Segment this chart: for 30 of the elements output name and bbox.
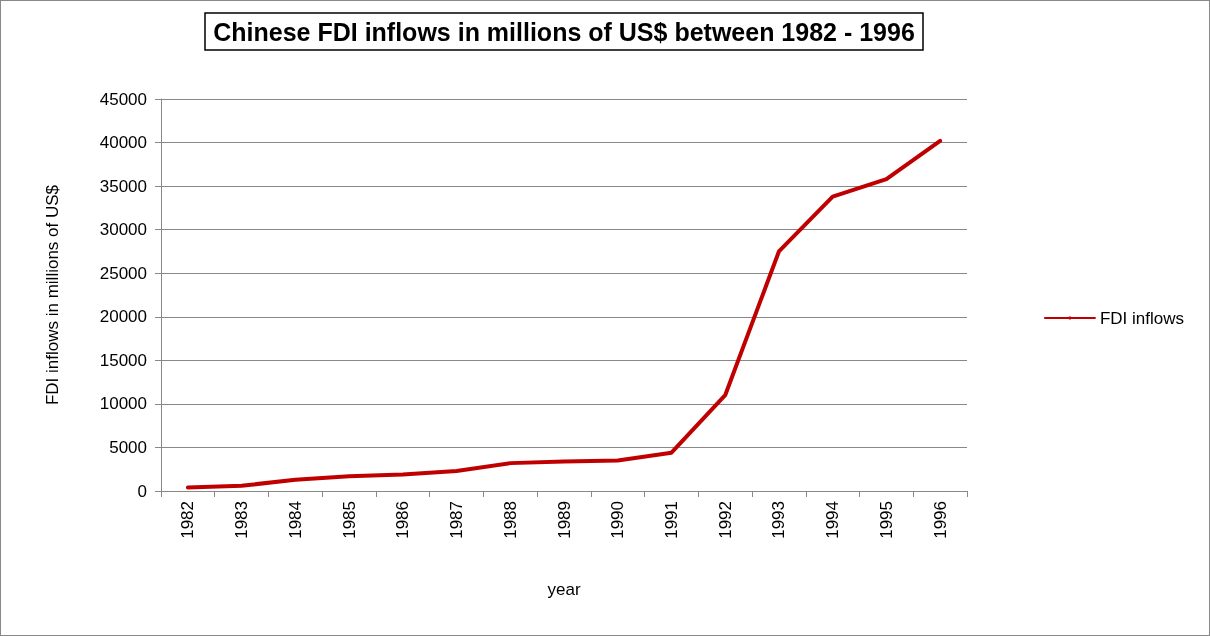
x-tick-label: 1984 [285, 501, 305, 539]
x-tick-label: 1989 [554, 501, 574, 539]
x-tick-label: 1994 [823, 501, 843, 539]
x-tick-label: 1995 [876, 501, 896, 539]
x-axis-title: year [547, 580, 581, 599]
x-tick-label: 1992 [715, 501, 735, 539]
y-axis-title: FDI inflows in millions of US$ [43, 184, 62, 406]
y-tick-label: 40000 [99, 133, 147, 153]
x-tick-label: 1986 [393, 501, 413, 539]
y-tick-label: 25000 [99, 263, 147, 283]
x-tick-label: 1985 [339, 501, 359, 539]
y-tick-label: 30000 [99, 220, 147, 240]
y-tick-label: 35000 [99, 176, 147, 196]
x-tick-label: 1996 [930, 501, 950, 539]
x-tick-label: 1987 [447, 501, 467, 539]
legend-label: FDI inflows [1099, 308, 1185, 328]
y-tick-label: 45000 [99, 89, 147, 109]
chart-title: Chinese FDI inflows in millions of US$ between 1982 - 1996 [213, 17, 915, 46]
line-series [185, 138, 943, 490]
x-tick-label: 1993 [769, 501, 789, 539]
y-tick-label: 20000 [99, 307, 147, 327]
y-tick-label: 15000 [99, 350, 147, 370]
y-tick-label: 0 [137, 481, 147, 501]
x-tick-label: 1990 [608, 501, 628, 539]
x-tick-label: 1991 [661, 501, 681, 539]
x-tick-label: 1988 [500, 501, 520, 539]
x-tick-label: 1983 [232, 501, 252, 539]
y-tick-label: 5000 [109, 437, 147, 457]
x-tick-label: 1982 [178, 501, 198, 539]
y-tick-label: 10000 [99, 394, 147, 414]
